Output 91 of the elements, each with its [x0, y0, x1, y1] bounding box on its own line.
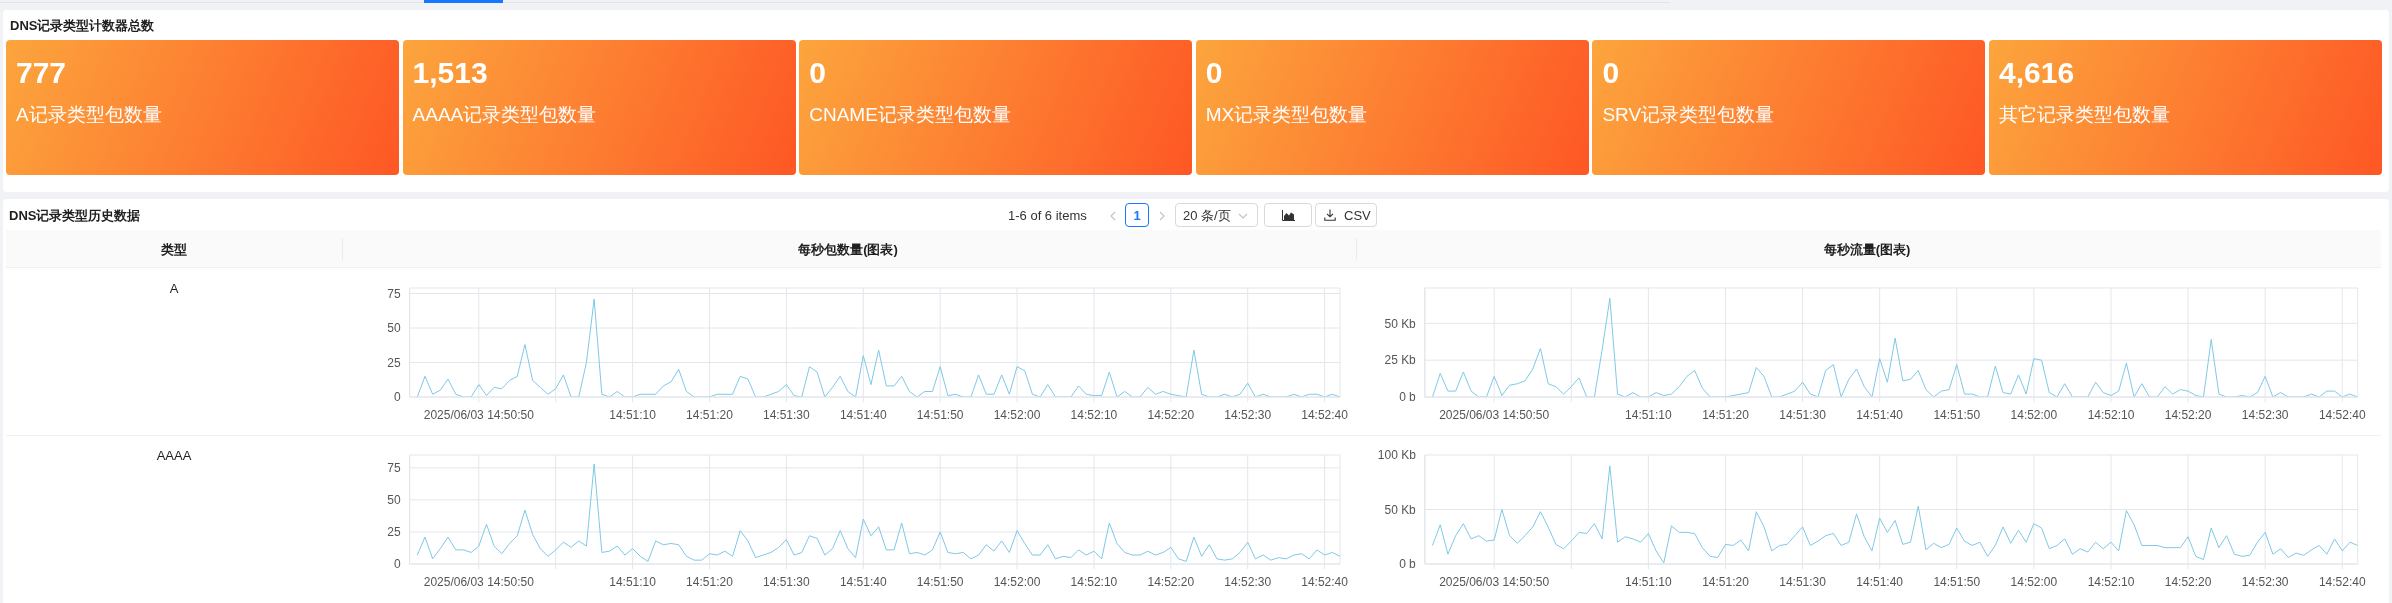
- x-tick-label: 14:51:40: [839, 574, 887, 589]
- x-tick-label: 14:52:40: [2318, 574, 2366, 589]
- y-tick-label: 75: [387, 460, 401, 475]
- y-tick-label: 75: [387, 286, 401, 301]
- y-tick-label: 25 Kb: [1384, 353, 1417, 368]
- data-label: 777: [16, 56, 67, 90]
- x-tick-label: 14:52:20: [2164, 574, 2212, 589]
- data-label: 0: [1205, 56, 1223, 90]
- x-tick-label: 14:52:40: [2318, 407, 2366, 422]
- y-tick-label: 0 b: [1399, 390, 1417, 405]
- line-series: [416, 463, 1340, 562]
- x-tick-label: 14:51:40: [1856, 574, 1904, 589]
- category-label: AAAA记录类型包数量: [412, 103, 597, 127]
- x-tick-label: 14:51:30: [1779, 574, 1827, 589]
- text: 1-6 of 6 items: [1008, 206, 1087, 224]
- x-tick-label: 14:51:20: [686, 407, 734, 422]
- x-tick-label: 14:52:30: [2241, 574, 2289, 589]
- category-label: 其它记录类型包数量: [1999, 103, 2170, 127]
- x-tick-label: 14:52:30: [1224, 574, 1272, 589]
- line-series: [416, 298, 1340, 397]
- x-tick-label: 14:51:50: [1933, 407, 1981, 422]
- y-tick-label: 50 Kb: [1384, 502, 1417, 517]
- y-tick-label: 50: [387, 321, 401, 336]
- y-tick-label: 100 Kb: [1377, 447, 1417, 462]
- data-label: 0: [1602, 56, 1620, 90]
- line-series: [1432, 465, 2358, 564]
- x-tick-label: 14:51:40: [839, 407, 887, 422]
- x-tick-label: 14:52:30: [1224, 407, 1272, 422]
- category-label: SRV记录类型包数量: [1602, 103, 1775, 127]
- x-tick-label: 14:52:30: [2241, 407, 2289, 422]
- stat-card: 0 SRV记录类型包数量: [1592, 40, 1986, 175]
- x-tick-label: 14:52:00: [993, 574, 1041, 589]
- page-size-select: 20 条/页: [1175, 203, 1258, 227]
- x-tick-label: 14:52:00: [2010, 407, 2058, 422]
- category-label: CNAME记录类型包数量: [809, 103, 1011, 127]
- x-tick-label: 14:52:20: [1147, 407, 1195, 422]
- stat-card: 0 CNAME记录类型包数量: [799, 40, 1193, 175]
- text: DNS记录类型历史数据: [9, 207, 141, 224]
- data-label: 4,616: [1999, 56, 2075, 90]
- data-label: 1,513: [412, 56, 488, 90]
- line-series: [1432, 297, 2358, 397]
- x-tick-label: 14:52:10: [1070, 407, 1118, 422]
- x-tick-label: 14:51:30: [763, 407, 811, 422]
- x-tick-label: 14:52:40: [1301, 407, 1349, 422]
- y-tick-label: 25: [387, 524, 401, 539]
- category-label: A记录类型包数量: [16, 103, 162, 127]
- text: 每秒包数量(图表): [798, 240, 898, 258]
- x-tick-label: 14:51:40: [1856, 407, 1904, 422]
- y-tick-label: 0: [393, 390, 401, 405]
- stat-card: 777 A记录类型包数量: [6, 40, 399, 175]
- y-tick-label: 0 b: [1399, 556, 1417, 571]
- text: AAAA: [156, 446, 192, 464]
- y-tick-label: 50 Kb: [1384, 316, 1417, 331]
- csv-button: CSV: [1315, 203, 1377, 227]
- x-tick-label: 14:52:20: [1147, 574, 1195, 589]
- x-tick-label: 14:51:20: [1702, 574, 1750, 589]
- category-label: MX记录类型包数量: [1205, 103, 1368, 127]
- x-tick-label: 14:51:10: [609, 407, 657, 422]
- text: 类型: [161, 240, 187, 258]
- x-tick-label: 14:51:20: [686, 574, 734, 589]
- x-tick-label: 14:52:10: [2087, 407, 2135, 422]
- x-tick-label: 14:52:20: [2164, 407, 2212, 422]
- x-tick-label: 2025/06/03 14:50:50: [1439, 574, 1550, 589]
- x-tick-label: 14:51:20: [1702, 407, 1750, 422]
- stat-card: 4,616 其它记录类型包数量: [1989, 40, 2382, 175]
- y-tick-label: 25: [387, 355, 401, 370]
- stat-card: 0 MX记录类型包数量: [1195, 40, 1589, 175]
- data-label: 0: [809, 56, 826, 90]
- x-tick-label: 2025/06/03 14:50:50: [423, 574, 535, 589]
- x-tick-label: 14:51:50: [1933, 574, 1981, 589]
- x-tick-label: 14:51:50: [916, 574, 964, 589]
- y-tick-label: 50: [387, 492, 401, 507]
- x-tick-label: 14:51:10: [1625, 574, 1673, 589]
- x-tick-label: 14:52:10: [2087, 574, 2135, 589]
- x-tick-label: 14:52:10: [1070, 574, 1118, 589]
- x-tick-label: 2025/06/03 14:50:50: [423, 407, 535, 422]
- x-tick-label: 14:52:00: [993, 407, 1041, 422]
- x-tick-label: 14:52:00: [2010, 574, 2058, 589]
- page-number-button: 1: [1125, 203, 1149, 227]
- x-tick-label: 14:52:40: [1301, 574, 1349, 589]
- stat-card: 1,513 AAAA记录类型包数量: [402, 40, 796, 175]
- text: A: [169, 279, 179, 297]
- x-tick-label: 2025/06/03 14:50:50: [1439, 407, 1550, 422]
- text: DNS记录类型计数器总数: [10, 17, 155, 34]
- x-tick-label: 14:51:30: [1779, 407, 1827, 422]
- x-tick-label: 14:51:10: [1625, 407, 1673, 422]
- x-tick-label: 14:51:10: [609, 574, 657, 589]
- x-tick-label: 14:51:50: [916, 407, 964, 422]
- x-tick-label: 14:51:30: [763, 574, 811, 589]
- y-tick-label: 0: [393, 556, 401, 571]
- text: 每秒流量(图表): [1823, 240, 1911, 258]
